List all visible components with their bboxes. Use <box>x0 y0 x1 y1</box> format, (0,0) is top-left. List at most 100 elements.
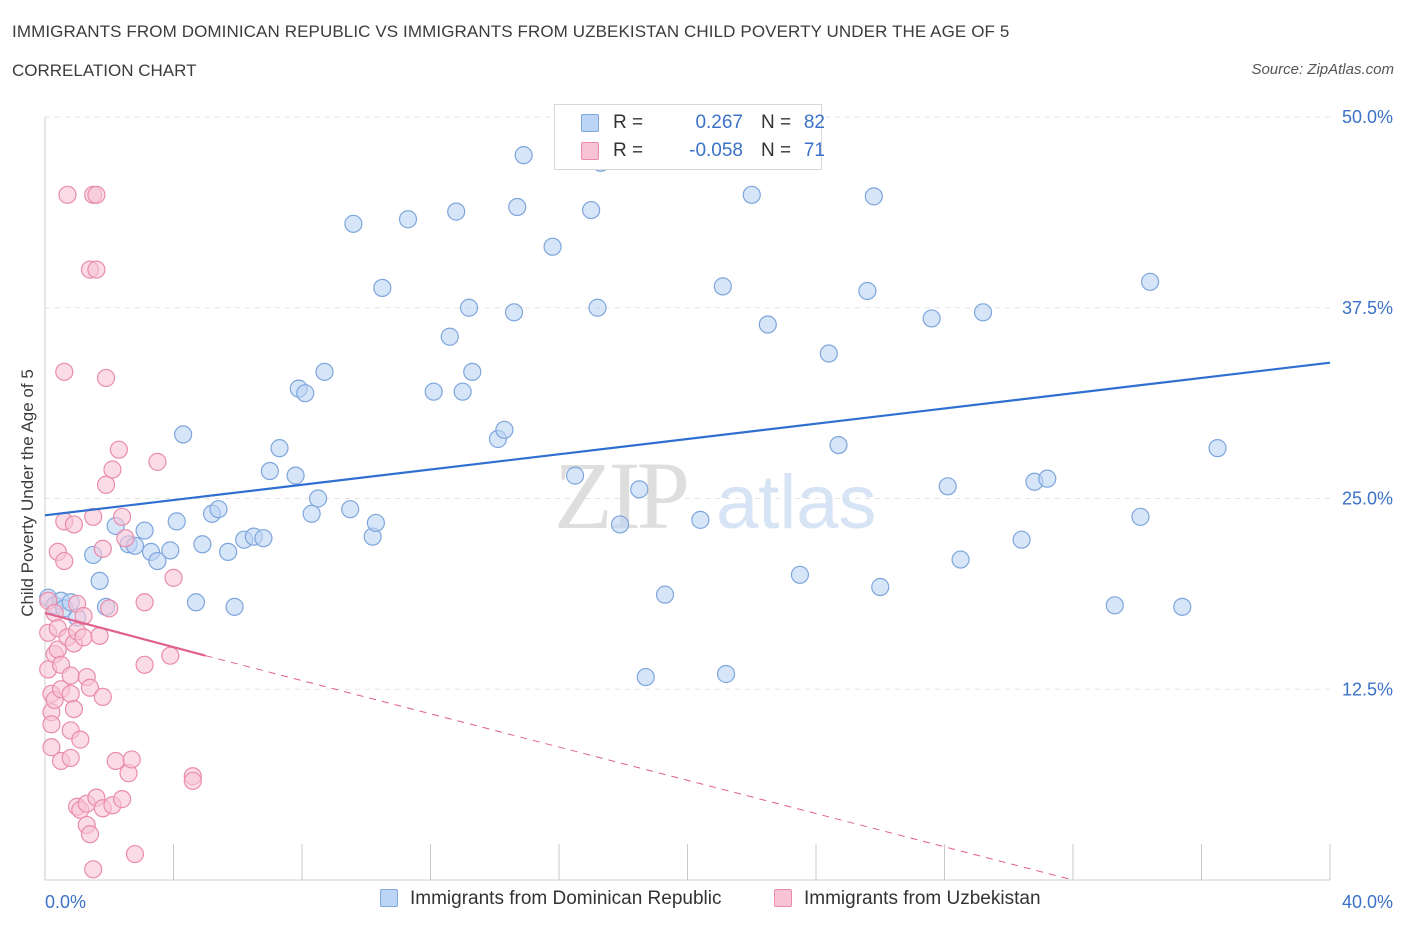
y-tick-label: 37.5% <box>1342 298 1393 318</box>
data-point-uzbekistan <box>87 185 106 204</box>
data-point-dominican <box>713 277 732 296</box>
data-point-uzbekistan <box>125 844 145 864</box>
data-point-dominican <box>790 565 810 584</box>
x-tick-label: 40.0% <box>1342 892 1393 912</box>
trendline-uzbekistan-extrapolated <box>205 655 1074 881</box>
r-value: -0.058 <box>689 140 743 161</box>
data-point-uzbekistan <box>80 825 100 844</box>
data-points <box>39 146 1227 879</box>
data-point-dominican <box>424 382 443 401</box>
trendline-dominican <box>44 361 1331 517</box>
data-point-dominican <box>344 214 363 233</box>
data-point-uzbekistan <box>112 507 132 526</box>
stats-legend: R = 0.267 N = 82 R = -0.058 N = 71 <box>554 104 825 170</box>
n-value: 71 <box>803 140 825 161</box>
data-point-dominican <box>691 510 710 529</box>
data-point-dominican <box>858 281 877 301</box>
data-point-uzbekistan <box>84 507 103 526</box>
data-point-uzbekistan <box>74 606 93 626</box>
data-point-uzbekistan <box>61 684 80 703</box>
data-point-dominican <box>864 187 883 206</box>
data-point-dominican <box>655 585 675 604</box>
data-point-dominican <box>871 577 890 597</box>
trend-lines <box>44 361 1331 881</box>
legend-swatch-blue <box>380 889 398 907</box>
y-tick-label: 12.5% <box>1342 679 1393 699</box>
data-point-dominican <box>219 542 238 562</box>
data-point-dominican <box>260 461 279 481</box>
data-point-uzbekistan <box>80 678 100 697</box>
data-point-dominican <box>610 515 630 534</box>
data-point-uzbekistan <box>42 715 61 734</box>
data-point-dominican <box>373 278 392 298</box>
data-point-dominican <box>630 480 649 499</box>
legend-swatch-pink <box>774 889 792 907</box>
chart-subtitle: CORRELATION CHART <box>12 61 197 80</box>
data-point-dominican <box>1038 469 1057 488</box>
data-point-dominican <box>302 504 321 523</box>
source-credit: Source: ZipAtlas.com <box>1251 61 1394 78</box>
data-point-dominican <box>514 146 533 165</box>
data-point-dominican <box>161 541 180 560</box>
data-point-dominican <box>447 202 466 221</box>
data-point-dominican <box>270 439 289 458</box>
data-point-dominican <box>174 425 193 444</box>
data-point-dominican <box>148 551 167 571</box>
chart-title: IMMIGRANTS FROM DOMINICAN REPUBLIC VS IM… <box>12 22 1010 41</box>
r-label: R = <box>613 140 644 161</box>
data-point-dominican <box>582 200 601 220</box>
y-tick-label: 25.0% <box>1342 489 1393 509</box>
data-point-dominican <box>565 466 585 485</box>
data-point-dominican <box>588 298 607 317</box>
data-point-dominican <box>167 512 186 531</box>
data-point-uzbekistan <box>93 539 112 558</box>
data-point-uzbekistan <box>55 362 74 381</box>
watermark: ZIP atlas <box>554 442 877 549</box>
data-point-dominican <box>463 362 482 381</box>
data-point-dominican <box>716 664 736 684</box>
trendline-uzbekistan <box>44 611 206 657</box>
data-point-uzbekistan <box>109 440 128 459</box>
data-point-dominican <box>758 315 777 334</box>
data-point-dominican <box>951 550 970 569</box>
data-point-uzbekistan <box>122 750 141 769</box>
data-point-uzbekistan <box>74 628 93 647</box>
data-point-uzbekistan <box>96 475 116 494</box>
legend-item-uzbekistan: Immigrants from Uzbekistan <box>774 888 1041 910</box>
legend-swatch-pink <box>581 142 599 160</box>
data-point-dominican <box>1131 507 1150 526</box>
n-value: 82 <box>803 112 825 133</box>
data-point-dominican <box>440 327 459 346</box>
data-point-dominican <box>543 237 562 256</box>
data-point-dominican <box>508 197 527 217</box>
data-point-uzbekistan <box>93 687 112 706</box>
data-point-dominican <box>1208 439 1227 458</box>
data-point-dominican <box>186 593 206 612</box>
data-point-uzbekistan <box>106 751 125 771</box>
data-point-dominican <box>209 500 228 519</box>
r-value: 0.267 <box>695 112 743 133</box>
legend-swatch-blue <box>581 114 599 132</box>
data-point-dominican <box>193 535 212 554</box>
data-point-dominican <box>254 529 273 548</box>
data-point-dominican <box>1173 597 1192 616</box>
data-point-dominican <box>1105 596 1124 615</box>
data-point-uzbekistan <box>112 790 132 809</box>
tick-labels: 12.5% 25.0% 37.5% 50.0% 0.0% 40.0% <box>45 107 1393 912</box>
data-point-uzbekistan <box>64 699 84 719</box>
data-point-dominican <box>135 521 154 540</box>
data-point-dominican <box>459 298 479 317</box>
data-point-uzbekistan <box>55 551 74 571</box>
data-point-uzbekistan <box>87 260 106 279</box>
x-tick-label: 0.0% <box>45 892 86 912</box>
data-point-dominican <box>1140 272 1160 291</box>
data-point-dominican <box>973 303 993 322</box>
data-point-dominican <box>938 477 957 496</box>
data-point-uzbekistan <box>61 748 80 768</box>
data-point-dominican <box>225 597 244 616</box>
data-point-dominican <box>453 382 472 401</box>
y-axis-label: Child Poverty Under the Age of 5 <box>18 369 37 617</box>
data-point-dominican <box>315 362 334 381</box>
data-point-dominican <box>829 435 848 455</box>
